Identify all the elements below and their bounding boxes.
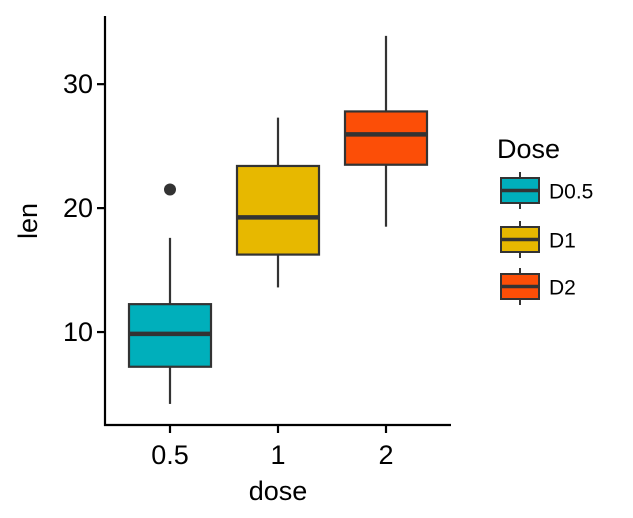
x-axis-title: dose (249, 476, 308, 506)
x-axis-ticks: 0.5 1 2 (151, 425, 394, 470)
y-axis-title: len (13, 203, 43, 239)
legend-label-D2: D2 (549, 277, 576, 300)
legend-label-D0.5: D0.5 (549, 181, 593, 204)
y-tick-label-20: 20 (63, 193, 93, 223)
box-D0.5 (127, 183, 213, 404)
box-D1 (235, 117, 321, 288)
outlier-point-D0.5-0 (164, 183, 176, 196)
legend-label-D1: D1 (549, 230, 576, 253)
legend-item-D1: D1 (500, 221, 576, 258)
legend-title: Dose (497, 134, 560, 164)
plot-area (127, 35, 429, 404)
legend: Dose D0.5 D1 D2 (497, 134, 593, 305)
x-tick-label-1: 1 (270, 440, 285, 470)
legend-item-D0.5: D0.5 (500, 172, 593, 209)
y-tick-label-30: 30 (63, 69, 93, 99)
box-D2 (343, 35, 429, 227)
iqr-box-D2 (343, 110, 429, 166)
x-tick-label-0.5: 0.5 (151, 440, 189, 470)
iqr-box-D1 (235, 164, 321, 256)
legend-item-D2: D2 (500, 268, 576, 305)
y-axis-ticks: 10 20 30 (63, 69, 105, 347)
x-tick-label-2: 2 (378, 440, 393, 470)
y-tick-label-10: 10 (63, 317, 93, 347)
